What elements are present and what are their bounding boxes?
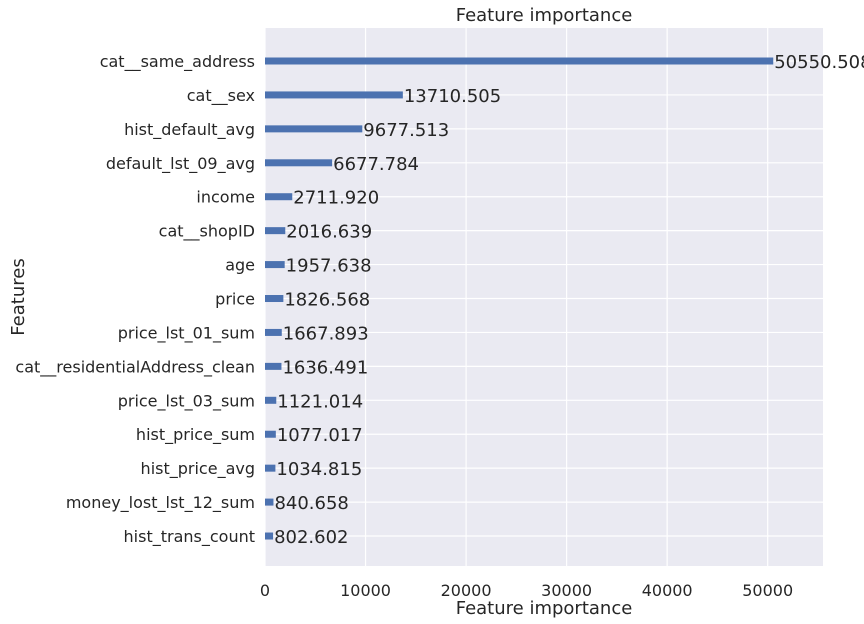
y-tick-label: income — [196, 188, 255, 207]
bar-price-lst-03-sum — [265, 396, 277, 404]
chart-title: Feature importance — [456, 5, 633, 26]
y-tick-label: age — [225, 256, 255, 275]
y-tick-label: default_lst_09_avg — [106, 154, 255, 174]
bar-default-lst-09-avg — [265, 159, 333, 167]
bar-income — [265, 193, 293, 201]
x-tick-label: 0 — [260, 581, 270, 600]
y-tick-labels: cat__same_address cat__sex hist_default_av… — [15, 52, 255, 547]
x-axis-title: Feature importance — [456, 598, 633, 619]
y-tick-label: price — [215, 290, 255, 309]
bar-cat-residentialaddress-clean — [265, 362, 282, 370]
plot-background — [265, 28, 823, 566]
bar-value-label: 13710.505 — [404, 86, 501, 107]
y-tick-label: hist_default_avg — [124, 120, 255, 140]
bar-value-label: 802.602 — [274, 527, 348, 548]
y-tick-label: hist_trans_count — [124, 527, 255, 547]
y-tick-label: price_lst_01_sum — [118, 323, 255, 343]
bar-value-label: 9677.513 — [363, 120, 449, 141]
y-tick-label: price_lst_03_sum — [118, 391, 255, 411]
bar-hist-trans-count — [265, 532, 274, 540]
bar-value-label: 1826.568 — [284, 290, 370, 311]
bar-value-label: 1121.014 — [277, 391, 363, 412]
y-tick-label: cat__sex — [187, 86, 255, 106]
y-axis-title: Features — [8, 258, 29, 335]
bar-value-label: 2016.639 — [286, 222, 372, 243]
bars — [265, 57, 774, 540]
bar-price-lst-01-sum — [265, 328, 282, 336]
x-tick-label: 20000 — [441, 581, 492, 600]
y-tick-label: cat__residentialAddress_clean — [15, 357, 255, 377]
bar-money-lost-lst-12-sum — [265, 498, 274, 506]
x-tick-label: 50000 — [742, 581, 793, 600]
y-tick-label: money_lost_lst_12_sum — [66, 493, 255, 513]
bar-age — [265, 261, 285, 269]
bar-value-label: 50550.508 — [774, 52, 864, 73]
bar-value-label: 840.658 — [274, 493, 348, 514]
y-tick-label: hist_price_avg — [141, 459, 255, 479]
bar-value-label: 1077.017 — [277, 425, 363, 446]
x-tick-labels: 0 10000 20000 30000 40000 50000 — [260, 581, 793, 600]
bar-value-label: 2711.920 — [293, 188, 379, 209]
x-tick-label: 40000 — [642, 581, 693, 600]
bar-cat-same-address — [265, 57, 774, 65]
bar-hist-default-avg — [265, 125, 363, 133]
bar-price — [265, 295, 284, 303]
bar-value-label: 1667.893 — [283, 323, 369, 344]
bar-cat-shopid — [265, 227, 286, 235]
bar-value-label: 1636.491 — [282, 357, 368, 378]
x-tick-label: 10000 — [340, 581, 391, 600]
bar-value-labels: 50550.508 13710.505 9677.513 6677.784 2711.9… — [274, 52, 864, 548]
x-tick-label: 30000 — [541, 581, 592, 600]
y-tick-label: cat__shopID — [159, 222, 255, 242]
bar-hist-price-sum — [265, 430, 276, 438]
y-tick-label: hist_price_sum — [136, 425, 255, 445]
bar-cat-sex — [265, 91, 403, 99]
bar-value-label: 1034.815 — [276, 459, 362, 480]
y-tick-label: cat__same_address — [100, 52, 255, 72]
bar-hist-price-avg — [265, 464, 276, 472]
bar-value-label: 6677.784 — [333, 154, 419, 175]
bar-value-label: 1957.638 — [286, 256, 372, 277]
